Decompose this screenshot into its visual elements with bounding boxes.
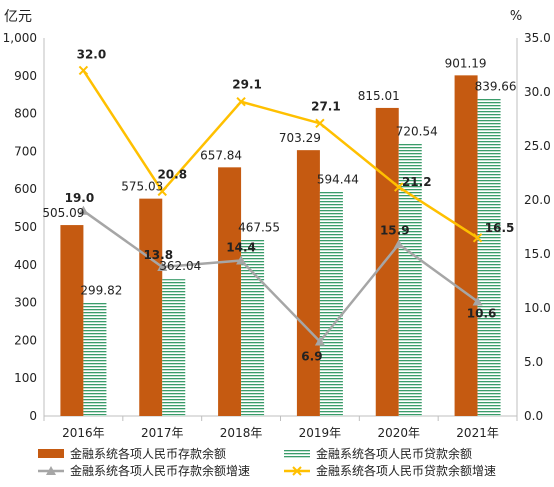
- left-tick-label: 100: [14, 371, 37, 385]
- left-tick-label: 800: [14, 107, 37, 121]
- right-tick-label: 30.0: [524, 85, 551, 99]
- line-series: [78, 65, 483, 346]
- x-tick-label: 2020年: [377, 426, 420, 440]
- deposit-value-label: 901.19: [445, 56, 487, 70]
- right-tick-label: 5.0: [524, 355, 543, 369]
- loan-growth-marker: [236, 97, 246, 107]
- deposit-bar: [454, 75, 478, 416]
- loan-bar: [241, 239, 265, 416]
- deposit-value-label: 505.09: [42, 206, 84, 220]
- loan-growth-line: [82, 69, 479, 239]
- legend-label-deposit-growth: 金融系统各项人民币存款余额增速: [70, 463, 250, 478]
- right-axis-ticks: 0.0 5.0 10.0 15.0 20.0 25.0 30.0 35.0: [524, 31, 551, 423]
- deposit-growth-label: 19.0: [65, 191, 95, 205]
- loan-growth-marker: [394, 182, 404, 192]
- loan-growth-label: 20.8: [157, 167, 187, 181]
- loan-growth-marker: [78, 65, 89, 76]
- x-tick-label: 2017年: [141, 426, 184, 440]
- right-tick-label: 15.0: [524, 247, 551, 261]
- loan-bar: [319, 191, 343, 416]
- deposit-growth-marker: [393, 239, 404, 249]
- deposit-bar: [375, 107, 399, 417]
- legend-marker-loan-growth: [292, 466, 302, 476]
- loan-bar: [83, 302, 107, 416]
- deposit-growth-label: 10.6: [467, 307, 497, 321]
- loan-growth-marker: [315, 118, 325, 129]
- loan-bar: [162, 279, 186, 416]
- left-tick-label: 0: [29, 409, 37, 423]
- right-tick-label: 20.0: [524, 193, 551, 207]
- right-tick-label: 35.0: [524, 31, 551, 45]
- deposit-growth-line: [82, 209, 479, 343]
- legend-swatch-loan: [284, 449, 310, 458]
- left-tick-label: 900: [14, 69, 37, 83]
- loan-bar: [398, 143, 422, 417]
- loan-value-label: 362.04: [159, 259, 201, 273]
- left-tick-label: 500: [14, 220, 37, 234]
- loan-growth-label: 16.5: [485, 221, 515, 235]
- legend: 金融系统各项人民币存款余额 金融系统各项人民币贷款余额金融系统各项人民币存款余额增…: [38, 446, 496, 478]
- data-labels: 505.09 575.03 657.84 703.29 815.01 901.19 299.…: [42, 47, 516, 363]
- deposit-bar: [60, 225, 84, 416]
- right-tick-label: 10.0: [524, 301, 551, 315]
- right-tick-label: 25.0: [524, 139, 551, 153]
- loan-growth-label: 21.2: [402, 175, 432, 189]
- deposit-growth-marker: [236, 255, 247, 265]
- deposit-growth-label: 14.4: [226, 240, 256, 254]
- left-axis-ticks: 0 100 200 300 400 500 600 700 800 900 1,000: [3, 31, 37, 423]
- loan-value-label: 299.82: [80, 284, 122, 298]
- x-tick-label: 2016年: [62, 426, 105, 440]
- x-axis-ticks: 2016年 2017年 2018年 2019年 2020年 2021年: [43, 416, 518, 440]
- loan-bar: [477, 98, 501, 416]
- left-tick-label: 200: [14, 333, 37, 347]
- loan-value-label: 467.55: [238, 220, 280, 234]
- left-tick-label: 1,000: [3, 31, 37, 45]
- legend-label-loan: 金融系统各项人民币贷款余额: [316, 446, 472, 461]
- loan-growth-label: 27.1: [311, 99, 341, 113]
- deposit-growth-label: 15.9: [380, 223, 410, 237]
- deposit-bar: [296, 150, 320, 417]
- legend-marker-deposit-growth: [46, 466, 56, 475]
- loan-growth-label: 32.0: [77, 47, 107, 61]
- deposit-growth-label: 13.8: [143, 248, 173, 262]
- left-tick-label: 400: [14, 258, 37, 272]
- loan-growth-label: 29.1: [232, 78, 262, 92]
- left-axis-unit: 亿元: [4, 9, 32, 25]
- loan-growth-marker: [157, 186, 167, 197]
- x-tick-label: 2019年: [299, 426, 342, 440]
- right-tick-label: 0.0: [524, 409, 543, 423]
- right-axis-unit: %: [510, 9, 522, 24]
- deposit-growth-marker: [472, 296, 483, 306]
- deposit-growth-marker: [314, 336, 325, 346]
- deposit-growth-marker: [157, 261, 168, 271]
- left-tick-label: 600: [14, 182, 37, 196]
- loan-growth-marker: [472, 233, 483, 243]
- legend-label-deposit: 金融系统各项人民币存款余额: [70, 446, 226, 461]
- x-tick-label: 2018年: [220, 426, 263, 440]
- left-tick-label: 300: [14, 296, 37, 310]
- loan-value-label: 720.54: [396, 125, 438, 139]
- left-tick-label: 700: [14, 144, 37, 158]
- deposit-bar: [218, 167, 242, 416]
- loan-value-label: 839.66: [475, 80, 517, 94]
- loan-value-label: 594.44: [317, 172, 359, 186]
- deposit-value-label: 815.01: [358, 89, 400, 103]
- legend-swatch-deposit: [38, 449, 64, 458]
- deposit-value-label: 657.84: [200, 148, 242, 162]
- legend-label-loan-growth: 金融系统各项人民币贷款余额增速: [316, 463, 496, 478]
- bar-series: [60, 75, 501, 417]
- deposit-bar: [139, 198, 163, 416]
- deposit-value-label: 703.29: [279, 131, 321, 145]
- deposit-growth-marker: [78, 205, 89, 215]
- deposit-growth-label: 6.9: [301, 349, 322, 363]
- deposit-value-label: 575.03: [121, 180, 163, 194]
- x-tick-label: 2021年: [456, 426, 499, 440]
